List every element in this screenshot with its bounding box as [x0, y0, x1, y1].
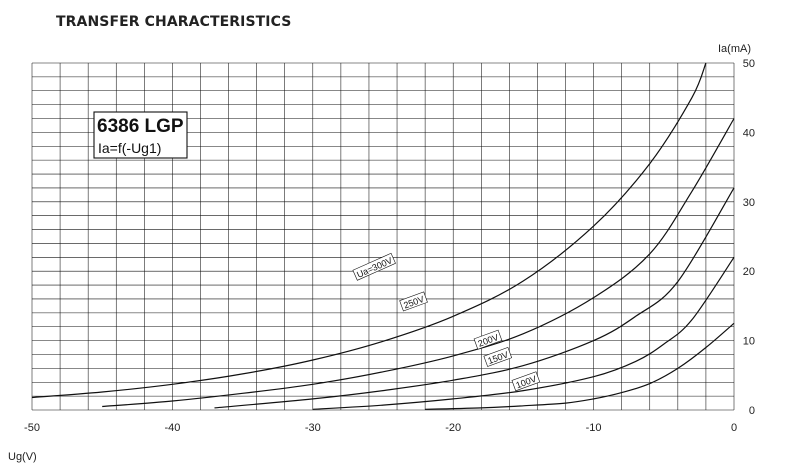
tube-formula: Ia=f(-Ug1) — [98, 140, 161, 156]
curve-label-text: 150V — [486, 349, 509, 366]
x-tick-label: -30 — [305, 422, 321, 434]
ticks: -50 -40 -30 -20 -10 00 10 20 30 40 50 — [24, 58, 755, 434]
y-tick-label: 30 — [743, 197, 755, 209]
series-line-ua-300v — [31, 62, 707, 399]
y-tick-label: 50 — [743, 58, 755, 70]
curve-label-frame — [399, 291, 428, 312]
x-tick-label: 0 — [731, 422, 737, 434]
curve-label-frame — [511, 371, 541, 392]
series-line-100v — [425, 322, 735, 410]
y-tick-label: 10 — [743, 336, 755, 348]
tube-label-frame — [93, 111, 188, 159]
x-tick-label: -10 — [586, 422, 602, 434]
curve-label: 250V — [399, 291, 428, 312]
series-line-250v — [102, 118, 735, 408]
tube-name: 6386 LGP — [97, 116, 184, 137]
series-line-150v — [312, 256, 735, 410]
x-tick-label: -50 — [24, 422, 40, 434]
curve-label-frame — [473, 329, 503, 350]
x-tick-label: -20 — [445, 422, 461, 434]
y-tick-label: 20 — [743, 266, 755, 278]
y-axis-label: Ia(mA) — [718, 43, 751, 55]
series-line-200v — [214, 187, 735, 409]
curve-label: 150V — [483, 347, 513, 367]
x-tick-label: -40 — [164, 422, 180, 434]
tube-label-box: 6386 LGP Ia=f(-Ug1) — [93, 111, 188, 159]
x-axis-label: Ug(V) — [8, 451, 37, 463]
curve-label-text: 100V — [515, 374, 538, 391]
chart-title: TRANSFER CHARACTERISTICS — [56, 14, 292, 30]
curve-label-text: Ua=300V — [355, 255, 394, 280]
y-tick-label: 40 — [743, 127, 755, 139]
curves — [31, 62, 735, 410]
curve-label-text: 250V — [402, 294, 425, 311]
curve-label-frame — [483, 347, 513, 367]
y-tick-label: 0 — [749, 405, 755, 417]
curve-label-frame — [352, 252, 396, 281]
grid — [31, 62, 735, 411]
